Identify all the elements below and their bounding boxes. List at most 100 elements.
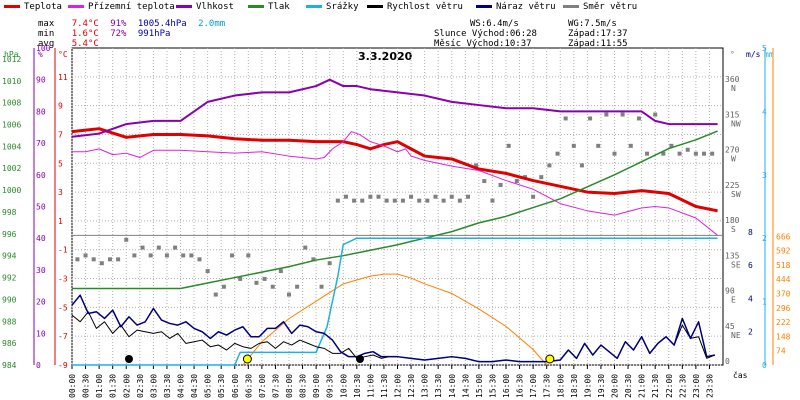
- axis-label-mm: mm: [764, 50, 774, 59]
- moonset-info: Západ:11:55: [568, 39, 628, 49]
- legend-swatch: [367, 5, 383, 8]
- tick-dir: 225: [725, 181, 740, 190]
- legend-item: Směr větru: [563, 2, 637, 12]
- legend-label: Přízemní teplota: [88, 2, 175, 12]
- tick-temp: 9: [58, 102, 63, 111]
- x-tick-label: 16:30: [516, 374, 525, 398]
- tick-solar: 148: [776, 332, 791, 341]
- wind-dir-point: [278, 269, 283, 274]
- axis-label-temp: °C: [58, 50, 68, 59]
- moonrise-icon: [355, 355, 364, 363]
- wind-dir-point: [197, 257, 202, 262]
- wind-dir-point: [352, 198, 357, 203]
- x-tick-label: 11:30: [380, 374, 389, 398]
- wind-gust-info: WG:7.5m/s: [568, 19, 617, 29]
- legend-swatch: [68, 5, 84, 8]
- wind-dir-point: [238, 276, 243, 281]
- x-tick-label: 08:30: [299, 374, 308, 398]
- tick-dir-name: SW: [731, 190, 741, 199]
- stats-max-label: max: [38, 19, 55, 29]
- wind-dir-point: [677, 151, 682, 156]
- wind-dir-point: [653, 112, 658, 117]
- tick-mm: 2: [762, 234, 767, 243]
- wind-dir-point: [596, 143, 601, 148]
- legend-swatch: [563, 5, 579, 8]
- wind-dir-point: [116, 257, 121, 262]
- x-tick-label: 22:30: [678, 374, 687, 398]
- stats-avg-temp: 5.4°C: [71, 39, 99, 49]
- legend-swatch: [248, 5, 264, 8]
- x-tick-label: 05:30: [217, 374, 226, 398]
- legend-swatch: [306, 5, 322, 8]
- tick-ms: 6: [748, 261, 753, 270]
- wind-dir-point: [287, 292, 291, 297]
- x-tick-label: 13:30: [434, 374, 443, 398]
- series-line: [71, 294, 716, 363]
- tick-dir-name: E: [731, 296, 736, 305]
- tick-solar: 370: [776, 290, 791, 299]
- x-tick-label: 21:30: [651, 374, 660, 398]
- wind-dir-point: [384, 198, 389, 203]
- x-tick-label: 23:30: [705, 374, 714, 398]
- tick-dir: 360: [725, 75, 740, 84]
- tick-pct: 30: [36, 266, 46, 275]
- stats-min-temp: 1.6°C: [71, 29, 99, 39]
- legend-item: Rychlost větru: [367, 2, 463, 12]
- tick-hpa: 1000: [2, 186, 21, 195]
- x-tick-label: 15:00: [475, 374, 484, 398]
- chart-title: 3.3.2020: [358, 50, 413, 63]
- tick-dir: 90: [725, 287, 735, 296]
- tick-temp: -1: [58, 246, 68, 255]
- wind-dir-point: [295, 284, 300, 289]
- wind-dir-point: [669, 143, 674, 148]
- stats-max-pressure: 1005.4hPa: [137, 19, 187, 29]
- legend-label: Teplota: [24, 2, 62, 12]
- wind-dir-point: [156, 245, 161, 250]
- wind-dir-point: [360, 198, 365, 203]
- tick-dir-name: SE: [731, 260, 741, 269]
- x-tick-label: 20:00: [611, 374, 620, 398]
- legend-item: Náraz větru: [476, 2, 556, 12]
- wind-dir-point: [588, 116, 593, 121]
- stats-min-humidity: 72%: [110, 29, 127, 39]
- stats-avg-label: avg: [38, 39, 55, 49]
- x-tick-label: 09:30: [326, 374, 335, 398]
- wind-dir-point: [498, 182, 503, 187]
- wind-dir-point: [392, 198, 397, 203]
- wind-dir-point: [612, 151, 617, 156]
- x-tick-label: 15:30: [488, 374, 497, 398]
- wind-dir-point: [710, 151, 715, 156]
- wind-dir-point: [148, 253, 153, 258]
- wind-dir-point: [506, 143, 511, 148]
- legend-swatch: [476, 5, 492, 8]
- x-tick-label: 04:30: [190, 374, 199, 398]
- x-tick-label: 02:00: [122, 374, 131, 398]
- wind-dir-point: [270, 284, 275, 289]
- wind-dir-point: [457, 198, 462, 203]
- wind-dir-point: [531, 194, 536, 199]
- wind-dir-point: [409, 194, 414, 199]
- legend-item: Teplota: [4, 2, 62, 12]
- tick-dir: 180: [725, 216, 740, 225]
- legend-label: Tlak: [268, 2, 290, 12]
- tick-dir: 45: [725, 322, 735, 331]
- wind-dir-point: [547, 163, 552, 168]
- tick-dir-name: W: [731, 155, 736, 164]
- legend-swatch: [176, 5, 192, 8]
- wind-dir-point: [311, 257, 316, 262]
- x-tick-label: 05:00: [204, 374, 213, 398]
- tick-temp: 5: [58, 159, 63, 168]
- tick-pct: 20: [36, 298, 46, 307]
- legend-label: Náraz větru: [496, 2, 556, 12]
- wind-dir-point: [164, 253, 169, 258]
- wind-dir-point: [636, 116, 641, 121]
- tick-hpa: 1012: [2, 55, 21, 64]
- tick-temp: 3: [58, 188, 63, 197]
- tick-hpa: 988: [2, 317, 17, 326]
- wind-dir-point: [490, 198, 495, 203]
- tick-pct: 60: [36, 171, 46, 180]
- x-tick-label: 14:00: [448, 374, 457, 398]
- tick-dir: 0: [725, 357, 730, 366]
- tick-pct: 10: [36, 329, 46, 338]
